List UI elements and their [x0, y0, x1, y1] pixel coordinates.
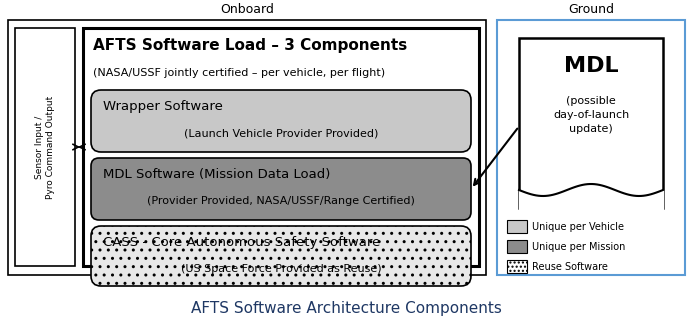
Text: AFTS Software Architecture Components: AFTS Software Architecture Components: [190, 300, 502, 316]
Text: (Provider Provided, NASA/USSF/Range Certified): (Provider Provided, NASA/USSF/Range Cert…: [147, 196, 415, 206]
Bar: [519, 38, 663, 208]
FancyBboxPatch shape: [91, 90, 471, 152]
Text: Wrapper Software: Wrapper Software: [103, 100, 223, 113]
Bar: [507, 220, 527, 233]
Text: Ground: Ground: [568, 3, 614, 16]
Text: MDL: MDL: [564, 56, 619, 76]
Text: CASS - Core Autonomous Safety Software: CASS - Core Autonomous Safety Software: [103, 236, 381, 249]
Text: (US Space Force Provided as Reuse): (US Space Force Provided as Reuse): [181, 264, 381, 274]
Text: (Launch Vehicle Provider Provided): (Launch Vehicle Provider Provided): [184, 128, 379, 138]
Text: Reuse Software: Reuse Software: [532, 261, 608, 271]
Bar: [15, 28, 75, 266]
Text: MDL Software (Mission Data Load): MDL Software (Mission Data Load): [103, 168, 330, 181]
Bar: [497, 20, 685, 275]
Bar: [83, 28, 479, 266]
Text: (NASA/USSF jointly certified – per vehicle, per flight): (NASA/USSF jointly certified – per vehic…: [93, 68, 385, 78]
Text: Unique per Vehicle: Unique per Vehicle: [532, 221, 624, 231]
Bar: [507, 260, 527, 273]
Text: AFTS Software Load – 3 Components: AFTS Software Load – 3 Components: [93, 38, 408, 53]
Text: Onboard: Onboard: [220, 3, 274, 16]
Text: (possible
day-of-launch
update): (possible day-of-launch update): [553, 96, 629, 134]
Text: Sensor Input /
Pyro Command Output: Sensor Input / Pyro Command Output: [35, 95, 55, 199]
Bar: [507, 240, 527, 253]
FancyBboxPatch shape: [91, 158, 471, 220]
Text: Unique per Mission: Unique per Mission: [532, 242, 626, 252]
FancyBboxPatch shape: [91, 226, 471, 286]
Bar: [8, 20, 486, 275]
